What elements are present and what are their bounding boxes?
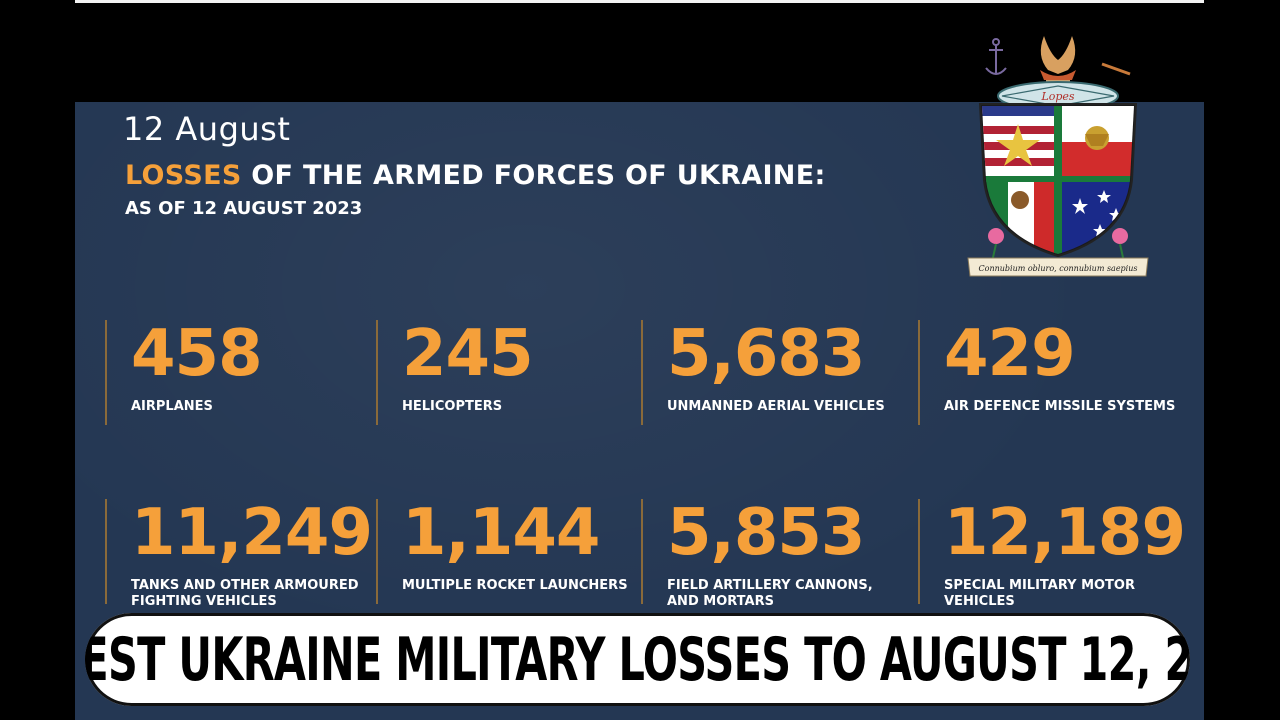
stat-value: 5,683	[667, 317, 865, 391]
anchor-icon	[985, 38, 1007, 75]
slide-headline: LOSSES OF THE ARMED FORCES OF UKRAINE:	[125, 160, 826, 191]
stat-airplanes: 458 AIRPLANES	[105, 320, 372, 425]
stat-value: 5,853	[667, 496, 865, 570]
headline-rest: OF THE ARMED FORCES OF UKRAINE:	[241, 160, 826, 191]
stat-tanks: 11,249 TANKS AND OTHER ARMOURED FIGHTING…	[105, 496, 373, 609]
motto-scroll: Connubium obluro, connubium saepius	[967, 257, 1149, 277]
crest-name: Lopes	[1040, 90, 1074, 103]
coat-of-arms-icon: Lopes	[967, 36, 1149, 277]
phoenix-icon	[1040, 36, 1076, 86]
stat-value: 245	[402, 317, 534, 391]
stat-label: AIR DEFENCE MISSILE SYSTEMS	[944, 399, 1176, 414]
stat-label: MULTIPLE ROCKET LAUNCHERS	[402, 578, 628, 593]
stat-value: 12,189	[944, 496, 1186, 570]
stat-helicopters: 245 HELICOPTERS	[376, 320, 643, 425]
headline-accent: LOSSES	[125, 160, 242, 191]
caption-banner: LATEST UKRAINE MILITARY LOSSES TO AUGUST…	[85, 613, 1190, 706]
stat-label: SPECIAL MILITARY MOTOR VEHICLES	[944, 578, 1135, 609]
caption-text: LATEST UKRAINE MILITARY LOSSES TO AUGUST…	[85, 624, 1190, 695]
rose-left-icon	[988, 228, 1004, 263]
crest-motto: Connubium obluro, connubium saepius	[979, 264, 1138, 273]
stat-rocket-launchers: 1,144 MULTIPLE ROCKET LAUNCHERS	[376, 499, 643, 604]
top-strip	[75, 0, 1204, 3]
stat-label: FIELD ARTILLERY CANNONS, AND MORTARS	[667, 578, 873, 609]
stat-value: 1,144	[402, 496, 600, 570]
stat-air-defence: 429 AIR DEFENCE MISSILE SYSTEMS	[918, 320, 1185, 425]
stat-label: AIRPLANES	[131, 399, 213, 414]
stat-uav: 5,683 UNMANNED AERIAL VEHICLES	[641, 320, 908, 425]
stat-value: 429	[944, 317, 1076, 391]
stat-value: 11,249	[131, 496, 373, 570]
rose-right-icon	[1112, 228, 1128, 263]
stat-value: 458	[131, 317, 263, 391]
stat-motor-vehicles: 12,189 SPECIAL MILITARY MOTOR VEHICLES	[918, 496, 1186, 609]
stat-label: HELICOPTERS	[402, 399, 503, 414]
stat-label: TANKS AND OTHER ARMOURED FIGHTING VEHICL…	[131, 578, 359, 609]
stat-artillery: 5,853 FIELD ARTILLERY CANNONS, AND MORTA…	[641, 496, 908, 609]
stat-label: UNMANNED AERIAL VEHICLES	[667, 399, 885, 414]
shield-icon	[978, 103, 1138, 258]
slide-subhead: AS OF 12 AUGUST 2023	[125, 198, 363, 219]
slide-date: 12 August	[123, 110, 291, 148]
quill-icon	[1101, 62, 1131, 76]
